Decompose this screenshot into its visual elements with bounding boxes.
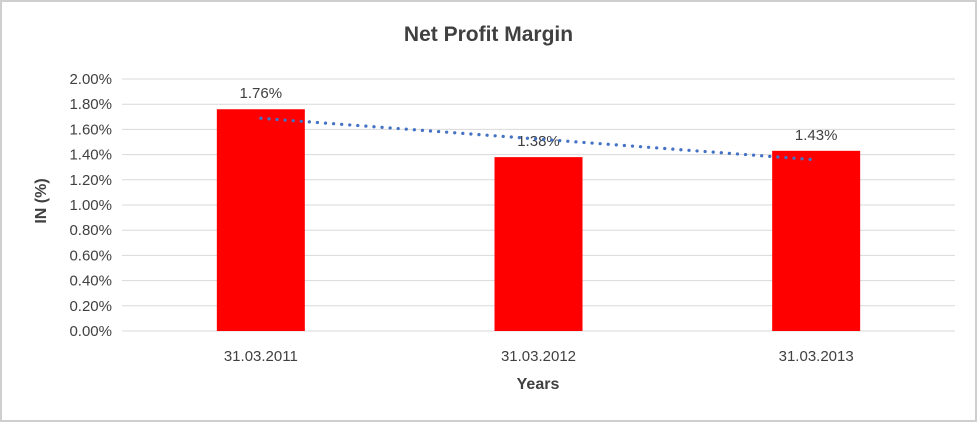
bar-data-label: 1.43%: [795, 127, 838, 144]
x-tick-label: 31.03.2011: [224, 348, 298, 365]
y-tick-label: 1.80%: [69, 96, 112, 113]
y-tick-label: 2.00%: [69, 71, 112, 88]
bar: [216, 109, 305, 332]
y-tick-label: 1.20%: [69, 172, 112, 189]
y-tick-label: 0.20%: [69, 298, 112, 315]
y-tick-label: 1.60%: [69, 121, 112, 138]
y-tick-label: 1.40%: [69, 147, 112, 164]
y-tick-label: 0.00%: [69, 323, 112, 340]
y-tick-label: 0.60%: [69, 247, 112, 264]
y-tick-label: 0.80%: [69, 222, 112, 239]
y-tick-label: 0.40%: [69, 273, 112, 290]
x-tick-label: 31.03.2012: [501, 348, 576, 365]
chart-title: Net Profit Margin: [403, 23, 574, 46]
trendline: [259, 116, 818, 162]
x-tick-label: 31.03.2013: [779, 348, 854, 365]
bar-data-label: 1.38%: [517, 133, 560, 150]
bar: [494, 157, 583, 331]
bar-data-label: 1.76%: [240, 85, 283, 102]
y-tick-label: 1.00%: [69, 197, 112, 214]
x-axis-title: Years: [516, 376, 560, 393]
bar: [772, 150, 861, 331]
